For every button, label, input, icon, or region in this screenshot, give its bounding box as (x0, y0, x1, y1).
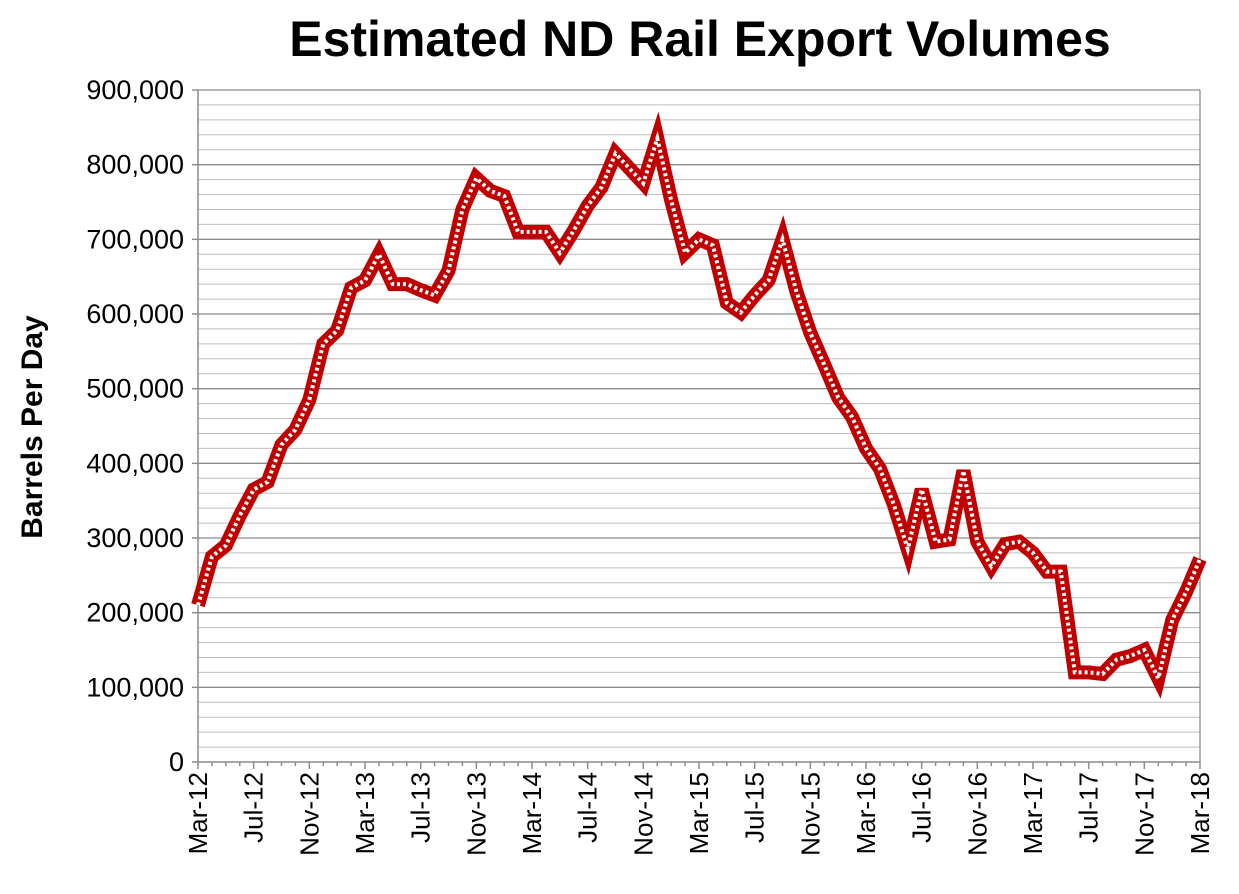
series-layer (191, 111, 1207, 699)
y-tick-label: 700,000 (86, 224, 184, 254)
y-axis-label: Barrels Per Day (16, 315, 49, 539)
chart-title: Estimated ND Rail Export Volumes (289, 11, 1110, 67)
x-tick-label: Jul-13 (406, 772, 436, 843)
x-tick-label: Jul-16 (907, 772, 937, 843)
x-tick-label: Nov-16 (962, 772, 992, 856)
x-axis-ticks: Mar-12 Jul-12 Nov-12 Mar-13 Jul-13 Nov-13 Mar-… (183, 762, 1215, 856)
x-tick-label: Mar-14 (517, 772, 547, 854)
x-tick-label: Jul-17 (1074, 772, 1104, 843)
x-tick-label: Mar-16 (851, 772, 881, 854)
x-tick-label: Nov-14 (628, 772, 658, 856)
y-tick-label: 500,000 (86, 374, 184, 404)
y-tick-label: 100,000 (86, 672, 184, 702)
x-tick-label: Jul-15 (740, 772, 770, 843)
x-tick-label: Nov-17 (1129, 772, 1159, 856)
x-tick-label: Nov-15 (795, 772, 825, 856)
x-tick-label: Mar-15 (684, 772, 714, 854)
axes (197, 90, 1200, 763)
y-tick-label: 400,000 (86, 448, 184, 478)
y-tick-label: 300,000 (86, 523, 184, 553)
y-tick-label: 900,000 (86, 75, 184, 105)
series-line-core (196, 130, 1202, 685)
gridlines (198, 89, 1201, 762)
x-tick-label: Mar-17 (1018, 772, 1048, 854)
x-tick-label: Nov-12 (294, 772, 324, 856)
x-tick-label: Mar-12 (183, 772, 213, 854)
y-axis-ticks: 0 100,000 200,000 300,000 400,000 500,000 600,… (86, 75, 198, 777)
y-tick-label: 0 (169, 747, 184, 777)
x-tick-label: Nov-13 (461, 772, 491, 856)
y-tick-label: 600,000 (86, 299, 184, 329)
x-tick-label: Jul-14 (573, 772, 603, 843)
y-tick-label: 200,000 (86, 598, 184, 628)
x-tick-label: Mar-18 (1185, 772, 1215, 854)
y-tick-label: 800,000 (86, 150, 184, 180)
x-tick-label: Jul-12 (239, 772, 269, 843)
x-tick-label: Mar-13 (350, 772, 380, 854)
